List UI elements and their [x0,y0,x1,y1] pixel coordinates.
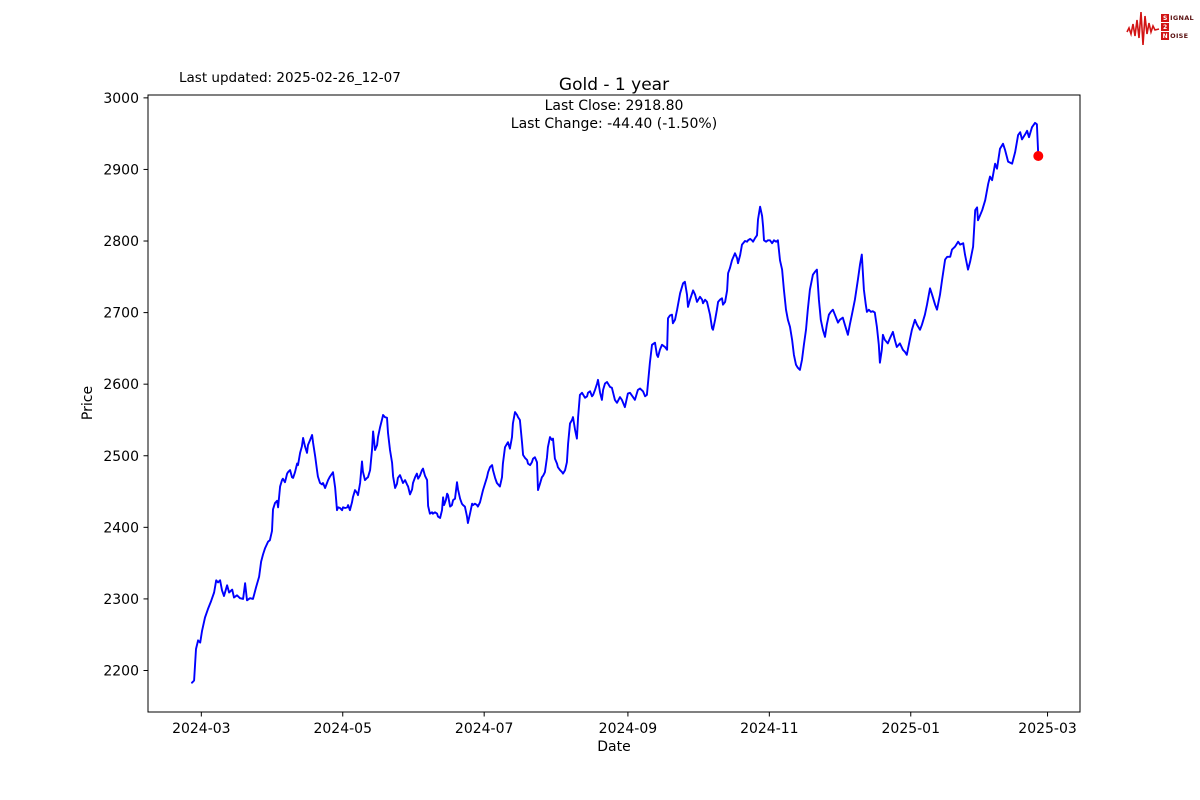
price-line [191,121,1040,684]
x-tick-label: 2024-07 [455,721,514,737]
logo-word-signal: IGNAL [1170,14,1194,22]
last-change-annotation: Last Change: -44.40 (-1.50%) [511,116,717,132]
x-tick-label: 2024-03 [172,721,231,737]
logo-text: S IGNAL 2 N OISE [1161,14,1194,40]
logo-initial-box-2: 2 [1161,23,1170,31]
x-tick-label: 2024-09 [599,721,658,737]
waveform-icon [1126,11,1160,46]
y-tick-label: 2800 [103,234,139,250]
y-tick-label: 2600 [103,377,139,393]
last-close-annotation: Last Close: 2918.80 [545,98,684,114]
y-axis-ticks: 2200 2300 2400 2500 2600 2700 2800 2900 3000 [103,91,148,679]
chart-title: Gold - 1 year [559,75,669,95]
y-axis-label: Price [80,386,96,420]
x-axis-label: Date [597,739,630,755]
y-tick-label: 3000 [103,91,139,107]
logo-row-noise: N OISE [1161,32,1194,40]
x-axis-ticks: 2024-03 2024-05 2024-07 2024-09 2024-11 2025-… [172,712,1077,737]
y-tick-label: 2300 [103,592,139,608]
logo-word-noise: OISE [1170,32,1189,40]
x-tick-label: 2024-05 [313,721,372,737]
y-tick-label: 2700 [103,306,139,322]
last-updated-text: Last updated: 2025-02-26_12-07 [179,70,401,86]
logo-row-2: 2 [1161,23,1194,31]
x-tick-label: 2024-11 [740,721,799,737]
y-tick-label: 2500 [103,449,139,465]
logo-initial-box-s: S [1161,14,1170,22]
y-tick-label: 2200 [103,663,139,679]
s2n-logo: S IGNAL 2 N OISE [1126,4,1194,50]
logo-initial-box-n: N [1161,32,1170,40]
y-tick-label: 2900 [103,162,139,178]
y-tick-label: 2400 [103,520,139,536]
last-price-marker [1033,151,1044,161]
logo-row-signal: S IGNAL [1161,14,1194,22]
x-tick-label: 2025-01 [882,721,941,737]
x-tick-label: 2025-03 [1018,721,1077,737]
plot-border [147,94,1081,713]
